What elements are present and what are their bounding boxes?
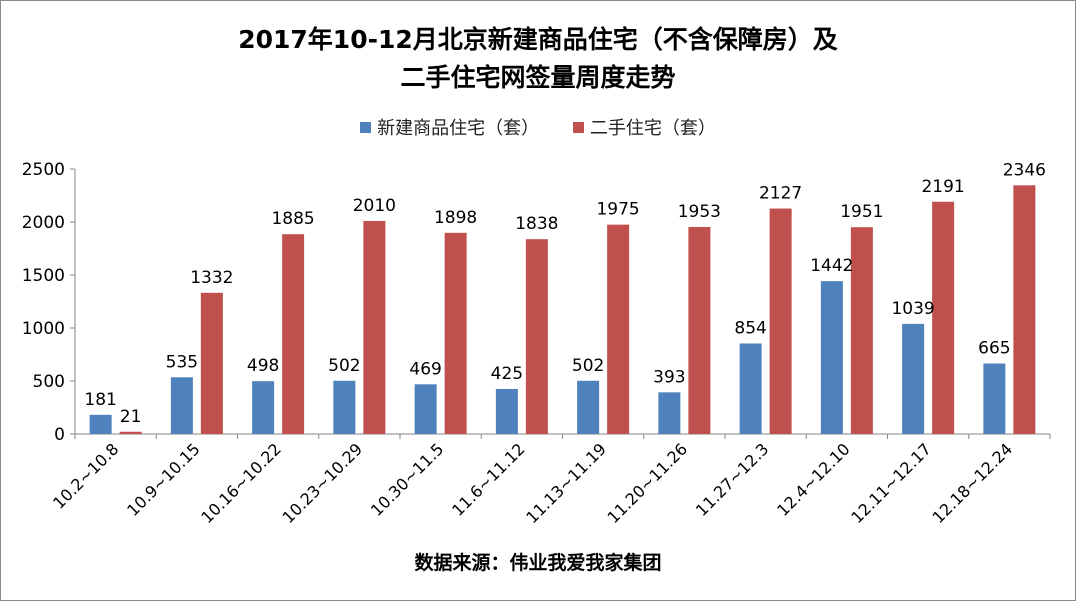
bar-new [252, 381, 275, 434]
chart-title-line2: 二手住宅网签量周度走势 [400, 63, 676, 92]
y-tick-label: 2000 [22, 213, 65, 233]
chart-source: 数据来源：伟业我爱我家集团 [414, 552, 662, 574]
data-label-resale: 2346 [1003, 160, 1046, 180]
bar-new [983, 363, 1006, 434]
bar-new [495, 388, 518, 434]
data-label-resale: 1838 [515, 214, 558, 234]
data-label-new: 181 [84, 390, 116, 410]
x-category-label: 12.11~12.17 [847, 439, 935, 527]
data-label-resale: 1898 [434, 208, 477, 228]
data-label-new: 1039 [891, 299, 934, 319]
data-label-new: 469 [409, 359, 441, 379]
data-label-resale: 2127 [759, 184, 802, 204]
bar-resale [769, 208, 792, 434]
data-label-new: 498 [247, 356, 279, 376]
data-label-new: 393 [653, 367, 685, 387]
bar-new [333, 380, 356, 434]
legend-label-new: 新建商品住宅（套） [377, 118, 540, 139]
data-label-new: 425 [491, 364, 523, 384]
x-category-label: 10.16~10.22 [197, 439, 285, 527]
data-label-new: 535 [166, 352, 198, 372]
chart-legend: 新建商品住宅（套） 二手住宅（套） [0, 114, 1076, 140]
y-tick-label: 0 [54, 425, 65, 445]
bar-new [170, 377, 193, 434]
legend-label-resale: 二手住宅（套） [589, 118, 716, 139]
data-label-resale: 1885 [271, 209, 314, 229]
legend-item-new: 新建商品住宅（套） [360, 114, 539, 140]
bar-resale [363, 220, 386, 434]
chart-title-line1: 2017年10-12月北京新建商品住宅（不含保障房）及 [238, 25, 838, 54]
bar-new [820, 281, 843, 434]
data-label-new: 854 [734, 318, 766, 338]
x-category-label: 12.4~12.10 [773, 439, 853, 519]
bar-resale [200, 292, 223, 434]
data-label-resale: 1975 [596, 200, 639, 220]
bar-resale [525, 239, 548, 434]
bar-resale [607, 224, 630, 434]
data-label-resale: 2191 [921, 177, 964, 197]
data-label-new: 502 [572, 356, 604, 376]
x-category-label: 10.23~10.29 [279, 439, 367, 527]
bar-resale [850, 227, 873, 434]
x-category-label: 10.30~11.5 [367, 439, 447, 519]
bar-new [902, 323, 925, 434]
bar-new [89, 414, 112, 434]
bar-new [414, 384, 437, 434]
bar-resale [119, 431, 142, 434]
x-category-label: 11.6~11.12 [448, 439, 528, 519]
data-label-resale: 1953 [678, 202, 721, 222]
bar-resale [1013, 185, 1036, 434]
bar-resale [932, 201, 955, 434]
data-label-new: 1442 [810, 256, 853, 276]
y-tick-label: 500 [33, 372, 65, 392]
data-label-new: 665 [978, 339, 1010, 359]
bar-new [739, 343, 762, 434]
legend-swatch-resale [572, 121, 584, 133]
data-label-resale: 2010 [353, 196, 396, 216]
bar-resale [444, 232, 467, 434]
data-label-resale: 1951 [840, 202, 883, 222]
data-label-resale: 1332 [190, 268, 233, 288]
x-category-label: 10.2~10.8 [49, 439, 122, 512]
x-category-label: 11.20~11.26 [604, 439, 692, 527]
bar-new [577, 380, 600, 434]
bar-resale [688, 226, 711, 434]
legend-swatch-new [360, 121, 372, 133]
x-category-label: 11.27~12.3 [692, 439, 772, 519]
bar-resale [282, 234, 305, 434]
bar-new [658, 392, 681, 434]
x-category-label: 10.9~10.15 [123, 439, 203, 519]
data-label-resale: 21 [120, 407, 142, 427]
y-tick-label: 1000 [22, 319, 65, 339]
legend-item-resale: 二手住宅（套） [572, 114, 716, 140]
data-label-new: 502 [328, 356, 360, 376]
x-category-label: 11.13~11.19 [522, 439, 610, 527]
x-category-label: 12.18~12.24 [929, 439, 1017, 527]
y-tick-label: 2500 [22, 160, 65, 180]
y-tick-label: 1500 [22, 266, 65, 286]
